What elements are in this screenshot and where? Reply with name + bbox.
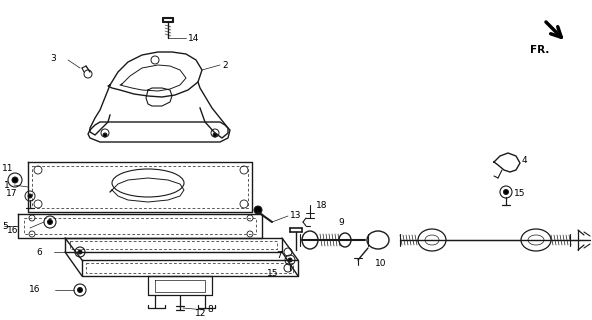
Text: 2: 2 [222, 60, 228, 69]
Circle shape [103, 133, 107, 137]
Circle shape [504, 189, 509, 195]
Text: 15: 15 [266, 268, 278, 277]
Text: 1: 1 [4, 180, 9, 189]
Circle shape [78, 287, 82, 292]
Text: 16: 16 [28, 285, 40, 294]
Circle shape [78, 250, 82, 254]
Circle shape [254, 206, 262, 214]
Text: 9: 9 [338, 218, 344, 227]
Text: FR.: FR. [530, 45, 549, 55]
Text: 5: 5 [2, 221, 8, 230]
Text: 11: 11 [2, 164, 14, 172]
Text: 14: 14 [188, 34, 200, 43]
Text: 16: 16 [7, 226, 18, 235]
Circle shape [28, 194, 32, 198]
Text: 4: 4 [522, 156, 527, 164]
Text: 10: 10 [375, 259, 387, 268]
Circle shape [288, 258, 292, 262]
Text: 3: 3 [50, 53, 56, 62]
Text: 18: 18 [316, 201, 327, 210]
Text: 6: 6 [36, 247, 42, 257]
Circle shape [47, 220, 53, 225]
Text: 8: 8 [207, 306, 213, 315]
Text: 17: 17 [5, 188, 17, 197]
Circle shape [213, 133, 217, 137]
Text: 12: 12 [195, 309, 207, 318]
Text: 13: 13 [290, 211, 301, 220]
Circle shape [12, 177, 18, 183]
Text: 7: 7 [276, 251, 282, 260]
Text: 15: 15 [514, 188, 526, 197]
